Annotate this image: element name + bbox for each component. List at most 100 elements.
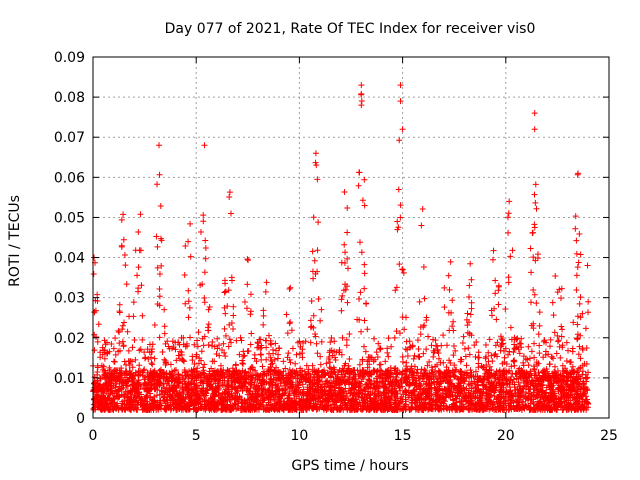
data-point xyxy=(470,393,477,400)
data-point xyxy=(569,387,576,394)
data-point xyxy=(161,405,168,412)
data-point xyxy=(445,309,452,316)
data-point xyxy=(147,382,154,388)
data-point xyxy=(165,343,172,350)
data-point xyxy=(473,338,480,345)
data-point xyxy=(181,378,188,385)
data-point xyxy=(329,383,336,390)
data-point xyxy=(559,362,566,369)
data-point xyxy=(338,378,345,385)
data-point xyxy=(212,389,219,396)
data-point xyxy=(413,382,420,389)
data-point xyxy=(421,295,428,302)
data-point xyxy=(421,370,428,377)
data-point xyxy=(498,394,505,401)
data-point xyxy=(279,392,286,399)
data-point xyxy=(182,243,189,250)
data-point xyxy=(450,327,457,334)
data-point xyxy=(375,388,382,395)
data-point xyxy=(375,340,382,347)
data-point xyxy=(282,365,289,372)
data-point xyxy=(474,373,481,380)
data-point xyxy=(550,312,557,319)
data-point xyxy=(399,358,406,365)
data-point xyxy=(156,381,163,388)
data-point xyxy=(213,351,220,358)
data-point xyxy=(406,392,413,399)
data-point xyxy=(547,406,554,413)
data-point xyxy=(325,356,332,363)
data-point xyxy=(409,404,416,411)
data-point xyxy=(342,281,349,288)
data-point xyxy=(306,379,313,386)
data-point xyxy=(357,369,364,376)
data-point xyxy=(191,400,198,407)
data-point xyxy=(445,379,452,386)
data-point xyxy=(431,379,438,386)
data-point xyxy=(568,370,575,377)
data-point xyxy=(110,382,117,389)
data-point xyxy=(226,390,233,397)
data-point xyxy=(547,406,554,413)
data-point xyxy=(458,375,465,382)
data-point xyxy=(136,389,143,396)
data-point xyxy=(254,386,261,393)
data-point xyxy=(397,395,404,402)
data-point xyxy=(225,287,232,294)
data-point xyxy=(371,335,378,342)
data-point xyxy=(391,334,398,341)
data-point xyxy=(518,392,525,399)
data-point xyxy=(574,335,581,342)
data-point xyxy=(121,252,128,259)
data-point xyxy=(236,380,243,387)
data-point xyxy=(516,350,523,357)
data-point xyxy=(290,390,297,397)
data-point xyxy=(543,389,550,396)
data-point xyxy=(230,312,237,319)
data-point xyxy=(137,401,144,408)
data-point xyxy=(354,367,361,374)
data-point xyxy=(341,241,348,248)
data-point xyxy=(439,378,446,385)
data-point xyxy=(287,380,294,387)
data-point xyxy=(459,406,466,413)
data-point xyxy=(486,406,493,413)
data-point xyxy=(467,371,474,378)
data-point xyxy=(406,338,413,345)
data-point xyxy=(303,391,310,398)
data-point xyxy=(167,361,174,368)
data-point xyxy=(383,389,390,396)
data-point xyxy=(389,388,396,395)
data-point xyxy=(411,363,418,370)
data-point xyxy=(346,331,353,338)
data-point xyxy=(169,394,176,401)
data-point xyxy=(236,396,243,403)
data-point xyxy=(345,376,352,383)
data-point xyxy=(345,397,352,404)
data-point xyxy=(355,387,362,394)
data-point xyxy=(505,351,512,358)
data-point xyxy=(346,381,353,388)
data-point xyxy=(494,339,501,346)
data-point xyxy=(533,205,540,212)
data-point xyxy=(508,363,515,370)
data-point xyxy=(574,264,581,271)
data-point xyxy=(419,388,426,395)
data-point xyxy=(557,396,564,403)
data-point xyxy=(150,374,157,381)
data-point xyxy=(397,202,404,209)
data-point xyxy=(222,280,229,287)
data-point xyxy=(313,162,320,169)
data-point xyxy=(124,405,131,412)
data-point xyxy=(515,391,522,398)
data-point xyxy=(355,182,362,189)
data-point xyxy=(310,214,317,221)
data-point xyxy=(580,405,587,412)
data-point xyxy=(115,387,122,394)
data-point xyxy=(294,391,301,398)
data-point xyxy=(185,406,192,413)
data-point xyxy=(411,374,418,381)
data-point xyxy=(116,301,123,308)
data-point xyxy=(335,375,342,382)
data-point xyxy=(366,404,373,411)
